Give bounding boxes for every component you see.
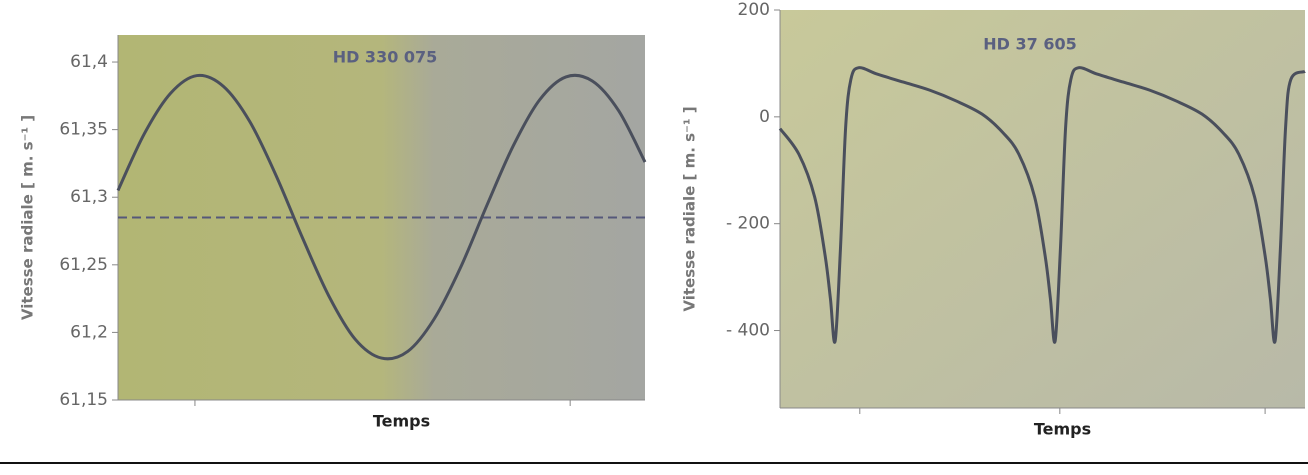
y-tick-label: - 400 — [726, 321, 770, 341]
plot-area — [118, 35, 645, 400]
y-tick-label: 61,2 — [70, 322, 108, 342]
y-axis-label: Vitesse radiale [ m. s⁻¹ ] — [681, 106, 699, 311]
y-tick-label: 61,35 — [59, 120, 108, 140]
y-tick-label: - 200 — [726, 214, 770, 234]
chart-title: HD 330 075 — [333, 48, 438, 67]
x-axis-label: Temps — [1034, 420, 1091, 439]
chart-title: HD 37 605 — [983, 35, 1076, 54]
data-line — [778, 66, 1306, 344]
plot-area — [780, 10, 1305, 408]
y-axis-label: Vitesse radiale [ m. s⁻¹ ] — [19, 115, 37, 320]
y-tick-label: 61,15 — [59, 390, 108, 410]
y-tick-label: 61,25 — [59, 255, 108, 275]
x-axis-label: Temps — [373, 412, 430, 431]
y-tick-label: 200 — [738, 0, 770, 20]
y-tick-label: 61,3 — [70, 187, 108, 207]
y-tick-label: 0 — [759, 107, 770, 127]
y-tick-label: 61,4 — [70, 52, 108, 72]
data-line — [116, 73, 647, 361]
